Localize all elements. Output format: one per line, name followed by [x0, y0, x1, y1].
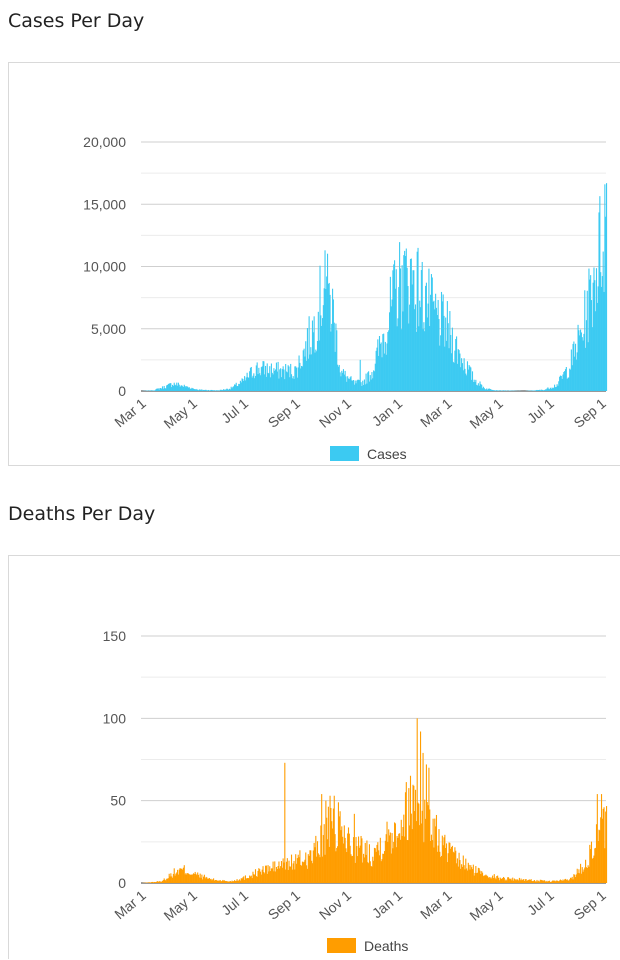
x-tick-label: Mar 1 — [111, 395, 149, 430]
cases-chart-panel: 0 5,000 10,000 15,000 20,000 Mar 1 May 1 Jul 1 S… — [8, 62, 620, 466]
y-tick-label: 150 — [103, 628, 127, 644]
x-tick-label: Mar 1 — [417, 395, 455, 430]
deaths-chart: 0 50 100 150 Mar 1 May 1 Jul 1 Sep 1 Nov 1 Jan 1 M… — [9, 556, 620, 960]
x-tick-label: Sep 1 — [571, 395, 609, 431]
daily-bar — [284, 763, 285, 883]
y-tick-label: 10,000 — [83, 259, 126, 275]
x-tick-label: May 1 — [161, 887, 201, 924]
legend-label: Deaths — [364, 938, 408, 954]
x-tick-label: May 1 — [466, 395, 506, 432]
x-tick-label: Jan 1 — [369, 887, 406, 921]
y-tick-label: 0 — [118, 875, 126, 891]
cases-chart-title: Cases Per Day — [8, 10, 144, 32]
deaths-chart-panel: 0 50 100 150 Mar 1 May 1 Jul 1 Sep 1 Nov 1 Jan 1 M… — [8, 555, 620, 959]
y-tick-label: 20,000 — [83, 134, 126, 150]
x-tick-label: Sep 1 — [265, 887, 303, 923]
legend: Cases — [330, 446, 407, 462]
daily-bar — [606, 183, 607, 391]
y-tick-label: 50 — [110, 793, 126, 809]
y-tick-label: 0 — [118, 383, 126, 399]
x-tick-label: May 1 — [161, 395, 201, 432]
x-tick-label: Mar 1 — [111, 887, 149, 922]
deaths-chart-title: Deaths Per Day — [8, 503, 155, 525]
x-tick-label: Nov 1 — [316, 395, 354, 431]
legend-swatch — [330, 446, 359, 461]
y-tick-label: 15,000 — [83, 196, 126, 212]
cases-chart: 0 5,000 10,000 15,000 20,000 Mar 1 May 1 Jul 1 S… — [9, 63, 620, 467]
x-tick-label: Jul 1 — [524, 887, 557, 918]
x-tick-label: Mar 1 — [417, 887, 455, 922]
x-tick-label: Jul 1 — [218, 887, 251, 918]
x-tick-label: Nov 1 — [316, 887, 354, 923]
x-tick-label: Sep 1 — [571, 887, 609, 923]
x-tick-label: May 1 — [466, 887, 506, 924]
legend-swatch — [327, 938, 356, 953]
x-tick-label: Jan 1 — [369, 395, 406, 429]
y-tick-label: 5,000 — [91, 321, 126, 337]
x-tick-label: Sep 1 — [265, 395, 303, 431]
legend: Deaths — [327, 938, 408, 954]
x-tick-label: Jul 1 — [524, 395, 557, 426]
y-tick-label: 100 — [103, 710, 127, 726]
daily-bar — [606, 806, 607, 883]
legend-label: Cases — [367, 446, 407, 462]
x-tick-label: Jul 1 — [218, 395, 251, 426]
